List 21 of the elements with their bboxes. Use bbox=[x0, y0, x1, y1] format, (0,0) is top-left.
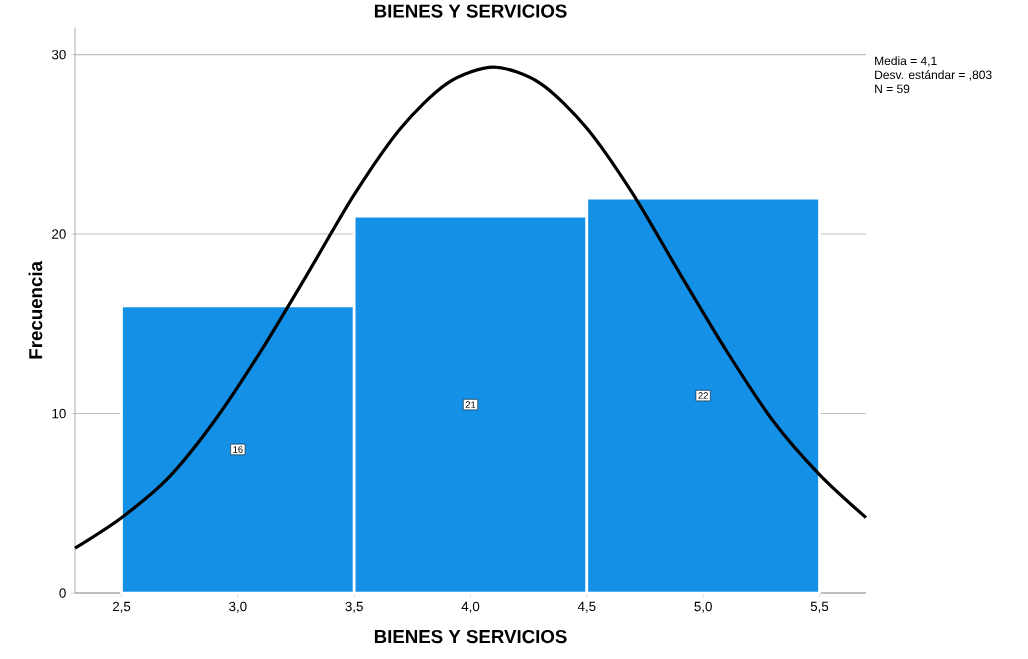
line-series bbox=[73, 65, 868, 550]
text: N = 59 bbox=[875, 84, 910, 94]
y-tick-label: 30 bbox=[51, 49, 66, 60]
x-tick-label: 4,5 bbox=[577, 601, 596, 613]
y-tick-label: 0 bbox=[59, 588, 66, 598]
x-tick-label: 4,0 bbox=[461, 601, 480, 613]
data-label: 21 bbox=[465, 401, 476, 408]
x-tick-label: 5,5 bbox=[810, 601, 829, 613]
y-tick-label: 10 bbox=[52, 408, 66, 419]
y-tick-label: 20 bbox=[52, 229, 66, 239]
text: Media = 4,1 bbox=[875, 56, 937, 67]
text: Desv. estándar = ,803 bbox=[875, 70, 992, 81]
y-axis-title: Frecuencia bbox=[28, 260, 43, 359]
data-label: 22 bbox=[698, 392, 708, 399]
data-label: 16 bbox=[233, 446, 243, 453]
x-tick-label: 5,0 bbox=[694, 601, 712, 613]
chart-title: BIENES Y SERVICIOS bbox=[374, 4, 567, 18]
x-tick-label: 3,0 bbox=[229, 601, 247, 613]
x-tick-label: 2,5 bbox=[112, 601, 131, 613]
x-tick-label: 3,5 bbox=[345, 601, 363, 613]
x-axis-title: BIENES Y SERVICIOS bbox=[374, 629, 567, 644]
